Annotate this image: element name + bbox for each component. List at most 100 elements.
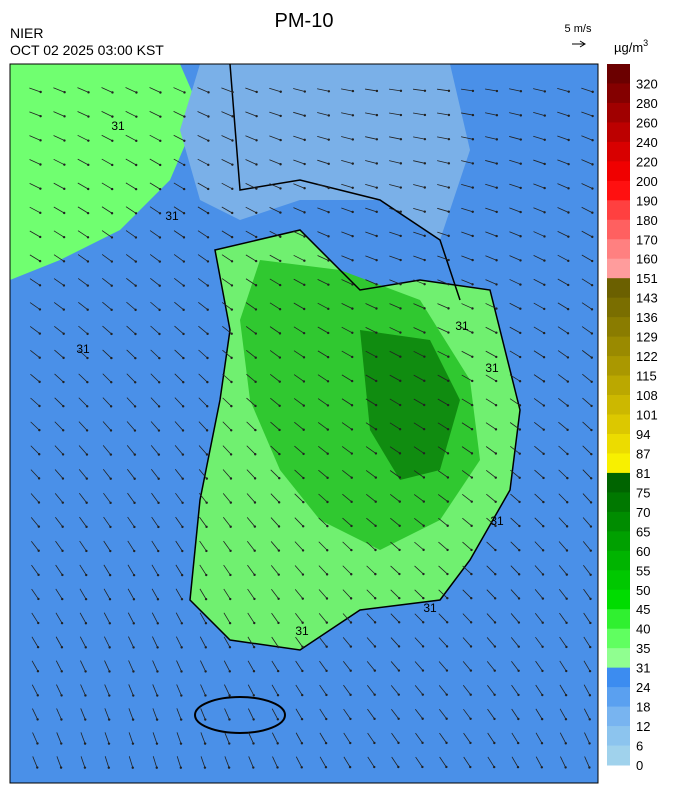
- wind-arrow-head: [495, 307, 498, 310]
- wind-arrow-head: [231, 115, 234, 118]
- wind-arrow: [389, 494, 401, 502]
- colorbar-box: [607, 141, 630, 162]
- wind-arrow-head: [156, 622, 159, 625]
- wind-arrow: [29, 206, 41, 214]
- wind-arrow: [389, 470, 401, 478]
- wind-arrow: [246, 373, 256, 383]
- wind-arrow: [365, 350, 377, 358]
- wind-arrow: [413, 350, 425, 358]
- wind-arrow: [533, 398, 545, 406]
- wind-arrow-head: [445, 645, 449, 648]
- wind-arrow-head: [517, 621, 521, 624]
- wind-arrow-head: [85, 525, 88, 529]
- wind-arrow: [293, 302, 305, 310]
- wind-arrow-head: [157, 525, 160, 529]
- wind-arrow: [293, 374, 305, 382]
- wind-arrow-head: [228, 718, 231, 721]
- wind-arrow: [509, 136, 521, 140]
- wind-arrow-head: [134, 356, 137, 360]
- colorbar-label: 18: [636, 700, 650, 715]
- wind-arrow-head: [279, 187, 282, 190]
- wind-arrow: [390, 613, 400, 623]
- wind-arrow: [174, 278, 184, 286]
- wind-arrow-head: [351, 114, 355, 117]
- wind-arrow: [150, 325, 160, 335]
- wind-arrow-head: [471, 138, 475, 141]
- wind-arrow-head: [182, 332, 185, 336]
- colorbar-label: 101: [636, 408, 658, 423]
- wind-arrow: [221, 302, 233, 310]
- wind-arrow: [319, 732, 327, 744]
- wind-arrow-head: [543, 162, 546, 166]
- wind-arrow-head: [564, 742, 567, 745]
- wind-arrow: [342, 613, 352, 623]
- wind-arrow-head: [375, 138, 379, 141]
- wind-arrow-head: [565, 669, 568, 673]
- wind-arrow-head: [494, 379, 498, 383]
- wind-arrow-head: [591, 90, 594, 94]
- colorbar-label: 115: [636, 369, 657, 384]
- wind-arrow: [270, 397, 280, 407]
- wind-arrow: [582, 373, 592, 383]
- wind-arrow: [389, 374, 401, 382]
- colorbar-label: 24: [636, 680, 650, 695]
- wind-arrow-head: [374, 500, 377, 503]
- wind-arrow-head: [543, 90, 547, 93]
- wind-arrow-head: [471, 210, 474, 213]
- wind-arrow-head: [132, 573, 136, 577]
- wind-arrow: [152, 732, 158, 744]
- wind-arrow: [534, 493, 544, 503]
- colorbar-label: 87: [636, 446, 650, 461]
- wind-arrow-head: [541, 573, 545, 576]
- wind-arrow-head: [519, 138, 522, 141]
- wind-arrow: [317, 374, 329, 382]
- wind-arrow: [173, 87, 185, 93]
- wind-arrow-head: [62, 380, 65, 384]
- wind-arrow-head: [37, 573, 40, 577]
- wind-arrow-head: [206, 284, 210, 287]
- wind-arrow: [55, 564, 63, 576]
- colorbar-label: 260: [636, 115, 658, 130]
- wind-arrow-head: [326, 452, 329, 455]
- wind-arrow: [317, 350, 329, 358]
- wind-arrow-head: [495, 234, 498, 238]
- wind-arrow: [80, 708, 86, 720]
- wind-arrow: [151, 469, 159, 479]
- colorbar-label: 170: [636, 232, 658, 247]
- wind-arrow: [126, 277, 136, 287]
- wind-arrow: [31, 660, 39, 672]
- wind-arrow-head: [447, 162, 451, 165]
- title: PM-10: [275, 10, 334, 32]
- wind-arrow-head: [566, 332, 570, 335]
- wind-arrow: [199, 612, 207, 624]
- wind-arrow: [486, 637, 496, 647]
- wind-arrow-head: [85, 453, 89, 456]
- wind-arrow: [101, 134, 113, 142]
- wind-arrow: [558, 541, 568, 551]
- wind-arrow: [151, 516, 159, 528]
- wind-arrow-head: [470, 572, 473, 576]
- wind-arrow-head: [327, 283, 330, 286]
- wind-arrow: [149, 87, 161, 93]
- wind-arrow: [149, 182, 161, 190]
- wind-arrow-head: [183, 91, 186, 94]
- wind-arrow: [246, 445, 256, 455]
- wind-arrow-head: [445, 741, 448, 745]
- wind-arrow-head: [230, 404, 233, 408]
- wind-arrow-head: [374, 452, 378, 455]
- wind-arrow: [56, 756, 62, 768]
- wind-arrow-head: [446, 596, 449, 600]
- wind-arrow: [317, 112, 329, 116]
- wind-arrow-head: [180, 622, 184, 625]
- wind-arrow-head: [109, 549, 112, 553]
- wind-arrow: [414, 541, 424, 551]
- wind-arrow-head: [206, 236, 210, 239]
- wind-arrow: [79, 493, 87, 503]
- wind-arrow-head: [351, 259, 354, 262]
- wind-arrow-head: [350, 573, 353, 576]
- wind-arrow: [389, 88, 401, 92]
- colorbar-box: [607, 589, 630, 610]
- wind-arrow: [125, 230, 137, 238]
- wind-arrow: [104, 660, 110, 672]
- region-north: [10, 64, 200, 280]
